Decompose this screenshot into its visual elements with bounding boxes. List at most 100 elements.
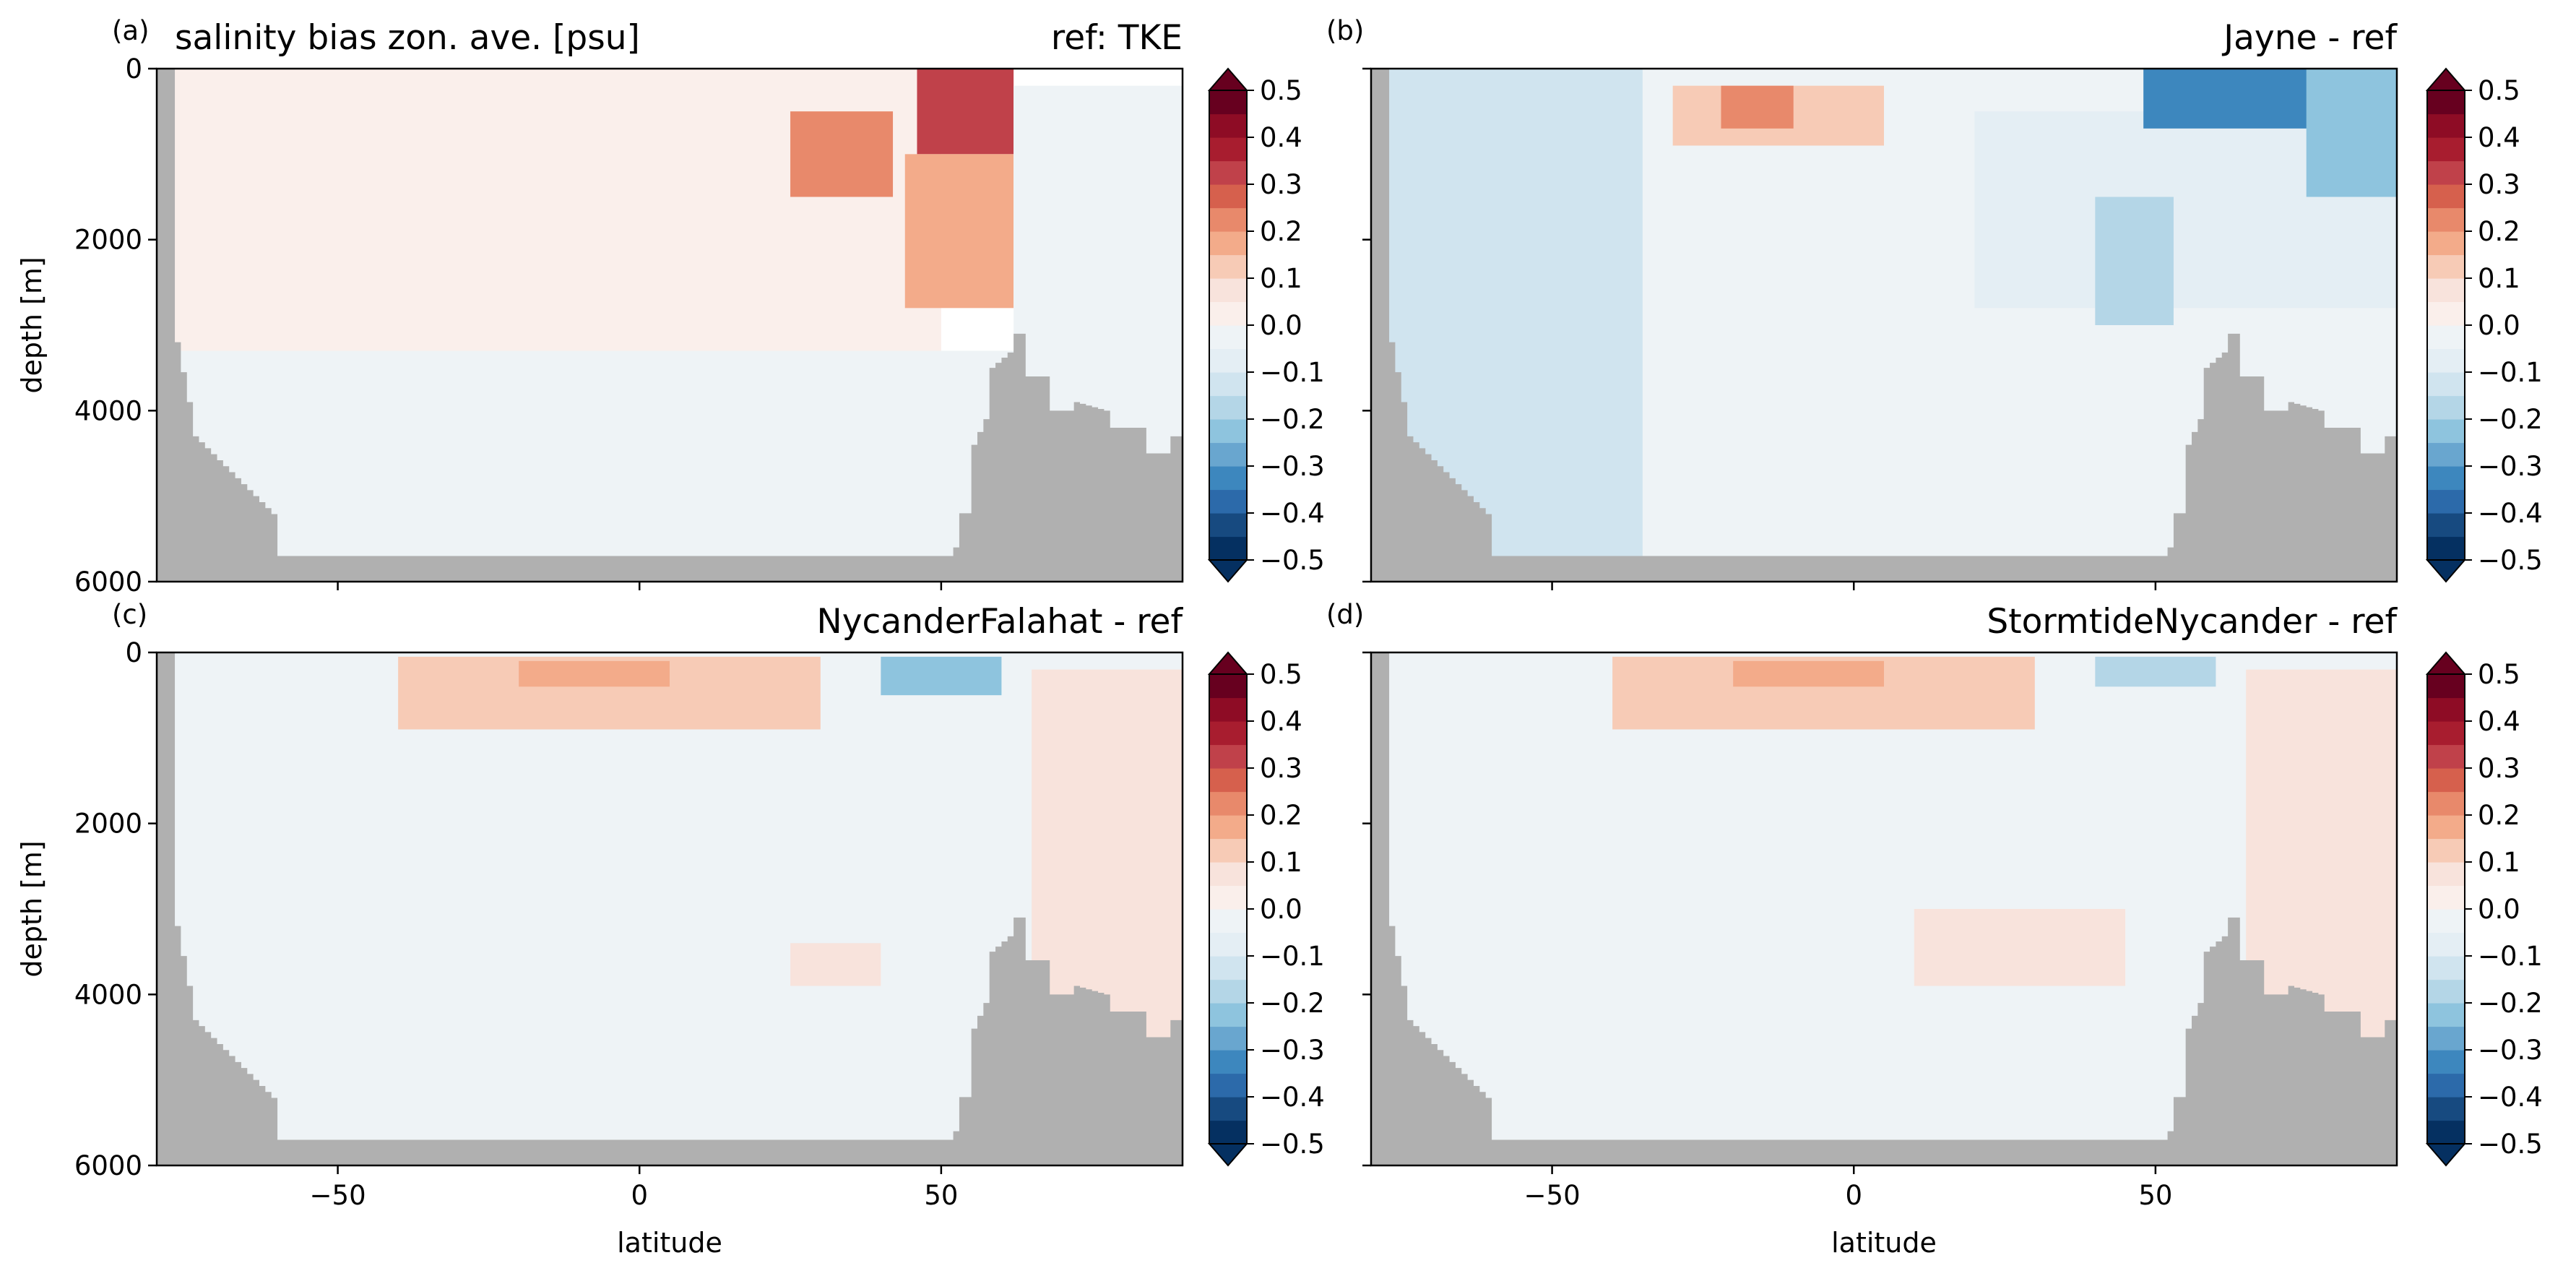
land-mask [157,652,1183,1165]
colorbar-tick-label: −0.1 [2478,357,2543,388]
colorbar-segment [2427,466,2465,491]
colorbar-segment [1209,137,1247,162]
colorbar-segment [1209,184,1247,209]
colorbar-segment [1209,909,1247,934]
colorbar-tick-label: −0.2 [2478,988,2543,1019]
colorbar-tick-label: 0.3 [1260,169,1302,200]
colorbar-segment [2427,372,2465,397]
colorbar-segment [2427,489,2465,514]
colorbar: −0.5 −0.4 −0.3 −0.2 −0.1 0.0 0.1 0.2 0.3 0.4 0.5 [1207,651,1325,1167]
colorbar-segment [1209,489,1247,514]
colorbar-tick-label: −0.1 [2478,941,2543,972]
colorbar-tick-label: −0.1 [1260,357,1325,388]
heatmap-region [1733,660,1884,687]
colorbar-segment [1209,1003,1247,1027]
colorbar-segment [1209,744,1247,769]
colorbar-segment [2427,979,2465,1004]
axes-frame [155,67,1184,583]
panel-title-right: Jayne - ref [2221,18,2398,58]
panel-label: (b) [1326,15,1364,46]
colorbar-tick-label: −0.3 [1260,1035,1325,1066]
heatmap-region [2095,656,2216,687]
colorbar-extend-max [2425,651,2467,675]
colorbar-segment [2427,885,2465,910]
x-tick-label: 50 [2138,1180,2172,1211]
colorbar-tick-label: −0.5 [2478,1129,2543,1160]
colorbar-tick-label: 0.2 [2478,800,2520,831]
panel-0: 0 2000 4000 6000 depth [m] (a) salinity bias z… [16,15,1325,598]
panel-label: (c) [112,599,147,630]
y-tick-label: 2000 [74,225,142,256]
colorbar-segment [2427,1003,2465,1027]
colorbar-segment [1209,932,1247,957]
heatmap-field [1371,69,2397,582]
colorbar-segment [2427,419,2465,444]
colorbar-extend-max [1207,651,1249,675]
panel-title-right: NycanderFalahat - ref [817,602,1184,642]
colorbar-tick-label: 0.2 [1260,216,1302,247]
colorbar-segment [1209,1097,1247,1121]
colorbar-segment [1209,1026,1247,1051]
colorbar: −0.5 −0.4 −0.3 −0.2 −0.1 0.0 0.1 0.2 0.3 0.4 0.5 [2425,651,2543,1167]
panel-title-right: ref: TKE [1051,18,1183,58]
axes-frame [1370,651,2398,1167]
colorbar-segment [1209,674,1247,699]
colorbar-segment [2427,90,2465,115]
heatmap-region [790,943,881,986]
colorbar-segment [1209,372,1247,397]
colorbar-tick-label: −0.3 [1260,451,1325,482]
colorbar-extend-min [1207,559,1249,583]
colorbar-segment [1209,278,1247,303]
axes-frame [155,651,1184,1167]
colorbar-segment [1209,862,1247,887]
colorbar-segment [1209,791,1247,816]
colorbar-tick-label: 0.4 [1260,122,1302,153]
colorbar-tick-label: 0.2 [2478,216,2520,247]
colorbar-extend-min [2425,559,2467,583]
colorbar-segment [1209,442,1247,467]
y-axis-label: depth [m] [16,257,48,393]
colorbar-segment [1209,768,1247,793]
colorbar-segment [2427,1097,2465,1121]
colorbar-segment [2427,536,2465,561]
heatmap-region [157,69,941,351]
y-tick-label: 0 [125,53,142,85]
colorbar-segment [1209,1120,1247,1145]
colorbar-tick-label: 0.3 [2478,169,2520,200]
colorbar-tick-label: 0.3 [2478,753,2520,784]
colorbar-tick-label: −0.5 [1260,545,1325,576]
colorbar-tick-label: 0.1 [1260,263,1302,294]
colorbar-tick-label: −0.3 [2478,1035,2543,1066]
colorbar-segment [1209,348,1247,373]
heatmap-field [157,69,1183,582]
x-tick-label: 50 [924,1180,958,1211]
heatmap-region [904,154,1014,309]
colorbar-segment [2427,674,2465,699]
colorbar-segment [2427,395,2465,420]
colorbar-tick-label: 0.2 [1260,800,1302,831]
colorbar: −0.5 −0.4 −0.3 −0.2 −0.1 0.0 0.1 0.2 0.3 0.4 0.5 [2425,67,2543,583]
colorbar-tick-label: −0.5 [2478,545,2543,576]
colorbar-segment [1209,395,1247,420]
colorbar-segment [2427,207,2465,232]
colorbar-segment [1209,90,1247,115]
colorbar-segment [2427,697,2465,722]
colorbar-tick-label: −0.4 [2478,498,2543,529]
heatmap-region [917,69,1014,155]
colorbar-segment [1209,254,1247,279]
colorbar-segment [2427,278,2465,303]
colorbar-segment [2427,1026,2465,1051]
colorbar-tick-label: 0.0 [2478,894,2520,925]
colorbar-segment [2427,932,2465,957]
x-tick-label: −50 [310,1180,366,1211]
colorbar-segment [1209,838,1247,863]
colorbar-segment [2427,721,2465,746]
colorbar-segment [2427,348,2465,373]
heatmap-region [2306,69,2397,197]
colorbar-segment [2427,909,2465,934]
y-tick-label: 0 [125,637,142,668]
heatmap-field [1371,652,2397,1165]
colorbar-segment [1209,325,1247,350]
colorbar-segment [1209,885,1247,910]
colorbar-segment [1209,513,1247,538]
